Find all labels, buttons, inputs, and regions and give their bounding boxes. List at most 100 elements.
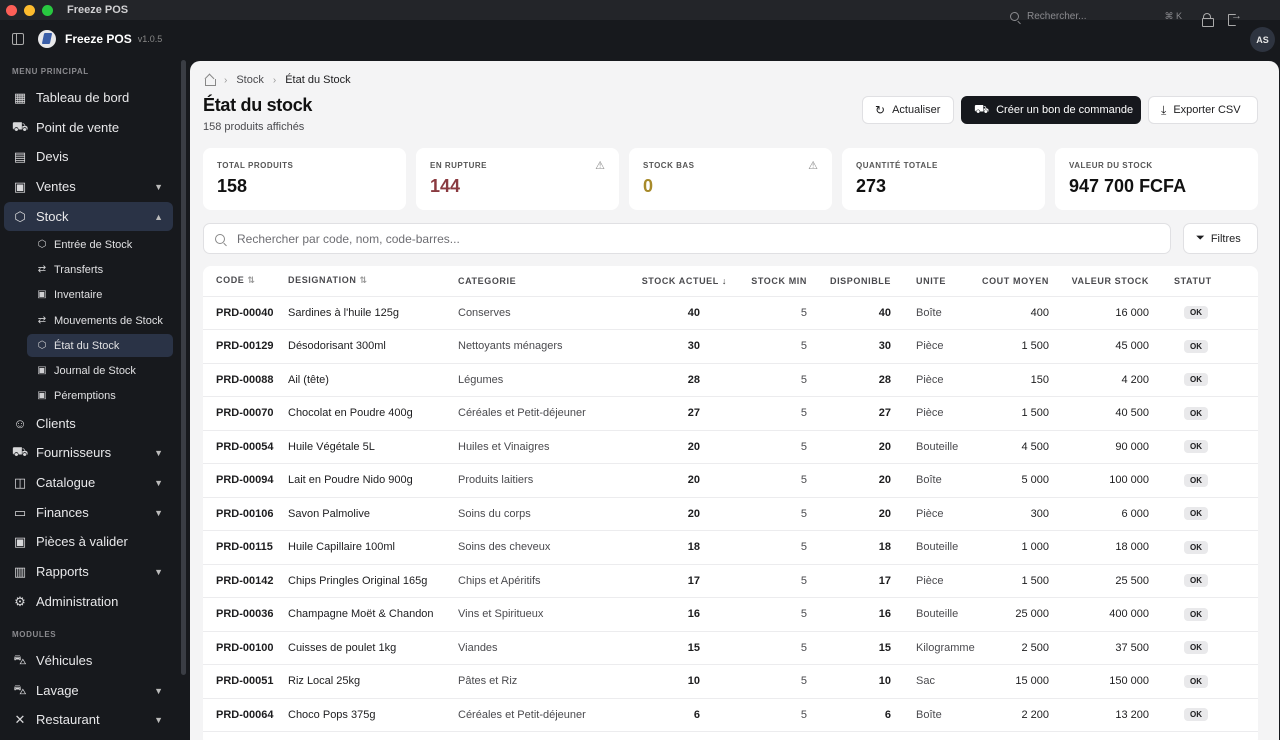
column-header-category[interactable]: CATEGORIE — [458, 266, 608, 297]
sidebar-scrollbar[interactable] — [181, 60, 186, 675]
column-header-designation[interactable]: DESIGNATION ⇅ — [288, 266, 458, 297]
create-purchase-order-button[interactable]: ⛟ Créer un bon de commande — [961, 96, 1141, 124]
lock-icon[interactable] — [1201, 13, 1214, 27]
sidebar-item-car-wash[interactable]: ⛍ Lavage ▼ — [4, 676, 173, 705]
sidebar-item-quotes[interactable]: ▤ Devis — [4, 142, 173, 171]
breadcrumb-stock[interactable]: Stock — [236, 74, 264, 86]
chevron-down-icon: ▼ — [154, 566, 163, 577]
gear-icon: ⚙ — [14, 593, 26, 609]
sidebar-item-label: Fournisseurs — [36, 445, 112, 460]
table-row[interactable]: PRD-00054 Huile Végétale 5L Huiles et Vina… — [203, 430, 1258, 464]
cell-unit: Pièce — [891, 396, 975, 431]
cell-designation: Chips Pringles Original 165g — [288, 564, 458, 598]
user-avatar[interactable]: AS — [1250, 27, 1275, 52]
table-row[interactable]: PRD-00040 Sardines à l'huile 125g Conserve… — [203, 296, 1258, 330]
sidebar-toggle-icon[interactable] — [12, 33, 24, 45]
column-header-unit[interactable]: UNITE — [891, 266, 975, 297]
sidebar-subitem-inventory[interactable]: ▣ Inventaire — [27, 283, 173, 306]
table-row[interactable]: PRD-00100 Cuisses de poulet 1kg Viandes 15 5… — [203, 631, 1258, 665]
stat-label: TOTAL PRODUITS — [217, 161, 294, 170]
filters-button[interactable]: ⏷ Filtres — [1183, 223, 1258, 254]
cell-stock-value: 25 500 — [1049, 564, 1149, 598]
table-row[interactable]: PRD-00106 Savon Palmolive Soins du corps 20… — [203, 497, 1258, 531]
global-search-input[interactable]: Rechercher... ⌘ K — [1010, 11, 1182, 22]
sidebar-subitem-label: Péremptions — [54, 389, 116, 402]
cell-current-stock: 28 — [608, 363, 727, 397]
sidebar-item-reports[interactable]: ▥ Rapports ▼ — [4, 557, 173, 586]
minimize-window-button[interactable] — [24, 4, 35, 16]
cell-designation: Choco Pops 375g — [288, 698, 458, 732]
cell-code: PRD-00142 — [203, 564, 288, 598]
home-icon[interactable] — [204, 75, 216, 86]
status-badge: OK — [1184, 708, 1208, 722]
sidebar-item-stock[interactable]: ⬡ Stock ▲ — [4, 202, 173, 231]
sort-icon[interactable]: ⇅ — [359, 275, 368, 286]
sidebar-subitem-stock-movements[interactable]: ⇄ Mouvements de Stock — [27, 309, 173, 332]
table-row[interactable]: PRD-00142 Chips Pringles Original 165g Chi… — [203, 564, 1258, 598]
cell-unit: Bouteille — [891, 597, 975, 632]
export-csv-button[interactable]: ⤓ Exporter CSV — [1148, 96, 1258, 124]
maximize-window-button[interactable] — [42, 4, 53, 16]
table-row[interactable]: PRD-00129 Désodorisant 300ml Nettoyants mé… — [203, 329, 1258, 364]
table-row[interactable]: PRD-00094 Lait en Poudre Nido 900g Produit… — [203, 463, 1258, 498]
cell-category: Nettoyants ménagers — [458, 329, 608, 364]
sidebar-item-sales[interactable]: ▣ Ventes ▼ — [4, 172, 173, 201]
sidebar-item-clients[interactable]: ☺ Clients — [4, 409, 173, 438]
table-row[interactable]: PRD-00051 Riz Local 25kg Pâtes et Riz 10 5 10… — [203, 664, 1258, 699]
sidebar-subitem-transfers[interactable]: ⇄ Transferts — [27, 258, 173, 281]
logout-icon[interactable] — [1228, 10, 1242, 26]
clipboard-icon: ▣ — [13, 178, 27, 194]
cell-current-stock: 18 — [608, 530, 727, 565]
table-row[interactable]: PRD-00036 Champagne Moët & Chandon Vins et… — [203, 597, 1258, 632]
stat-label: EN RUPTURE — [430, 161, 488, 170]
column-header-code[interactable]: CODE ⇅ — [203, 266, 288, 297]
sidebar-item-pos[interactable]: ⛟ Point de vente — [4, 113, 173, 142]
cell-category: Céréales et Petit-déjeuner — [458, 396, 608, 431]
sidebar-subitem-stock-entry[interactable]: ⬡ Entrée de Stock — [27, 233, 173, 256]
product-search-input[interactable]: Rechercher par code, nom, code-barres... — [203, 223, 1171, 254]
sidebar-item-vehicles[interactable]: ⛍ Véhicules — [4, 646, 173, 675]
sidebar-item-administration[interactable]: ⚙ Administration — [4, 587, 173, 616]
cart-icon: ⛟ — [974, 102, 990, 116]
breadcrumb-separator: › — [224, 74, 228, 86]
cell-available: 18 — [807, 530, 891, 565]
cell-avg-cost: 1 500 — [975, 396, 1049, 431]
cell-designation: Lait en Poudre Nido 900g — [288, 463, 458, 498]
sidebar-item-suppliers[interactable]: ⛟ Fournisseurs ▼ — [4, 438, 173, 467]
table-row[interactable]: PRD-00088 Ail (tête) Légumes 28 5 28 Pièce 150 4… — [203, 363, 1258, 397]
sort-desc-icon[interactable]: ↓ — [721, 275, 727, 286]
column-header-stock-value[interactable]: VALEUR STOCK — [1049, 266, 1149, 297]
truck-icon: ⛟ — [11, 443, 29, 459]
table-row[interactable]: PRD-00115 Huile Capillaire 100ml Soins des… — [203, 530, 1258, 565]
sidebar-subitem-stock-status[interactable]: ⬡ État du Stock — [27, 334, 173, 357]
sidebar-item-dashboard[interactable]: ▦ Tableau de bord — [4, 83, 173, 112]
cell-stock-value: 13 200 — [1049, 698, 1149, 732]
column-header-min-stock[interactable]: STOCK MIN — [727, 266, 807, 297]
cell-available: 20 — [807, 430, 891, 464]
column-header-available[interactable]: DISPONIBLE — [807, 266, 891, 297]
cell-status: OK — [1149, 597, 1258, 632]
stat-value: 144 — [430, 176, 461, 196]
cell-status: OK — [1149, 564, 1258, 598]
close-window-button[interactable] — [6, 4, 17, 16]
cell-stock-value: 6 000 — [1049, 497, 1149, 531]
sidebar-item-pending-documents[interactable]: ▣ Pièces à valider — [4, 527, 173, 556]
transfer-icon: ⇄ — [37, 315, 47, 326]
sidebar-item-restaurant[interactable]: ✕ Restaurant ▼ — [4, 705, 173, 734]
product-search-placeholder: Rechercher par code, nom, code-barres... — [237, 231, 460, 246]
box-icon: ⬡ — [37, 239, 47, 250]
sidebar-subitem-stock-journal[interactable]: ▣ Journal de Stock — [27, 359, 173, 382]
table-row[interactable]: PRD-00064 Choco Pops 375g Céréales et Peti… — [203, 698, 1258, 732]
sort-icon[interactable]: ⇅ — [247, 275, 256, 286]
table-row[interactable]: PRD-00070 Chocolat en Poudre 400g Céréales… — [203, 396, 1258, 431]
column-header-status[interactable]: STATUT — [1149, 266, 1258, 297]
column-header-avg-cost[interactable]: COUT MOYEN — [975, 266, 1049, 297]
column-header-current-stock[interactable]: STOCK ACTUEL ↓ — [608, 266, 727, 297]
sidebar-item-finances[interactable]: ▭ Finances ▼ — [4, 498, 173, 527]
sidebar-item-catalog[interactable]: ◫ Catalogue ▼ — [4, 468, 173, 497]
refresh-button[interactable]: ↻ Actualiser — [862, 96, 954, 124]
sidebar-subitem-expirations[interactable]: ▣ Péremptions — [27, 384, 173, 407]
cell-designation: Sardines à l'huile 125g — [288, 296, 458, 330]
cell-min-stock: 5 — [727, 698, 807, 732]
cell-designation: Savon Palmolive — [288, 497, 458, 531]
